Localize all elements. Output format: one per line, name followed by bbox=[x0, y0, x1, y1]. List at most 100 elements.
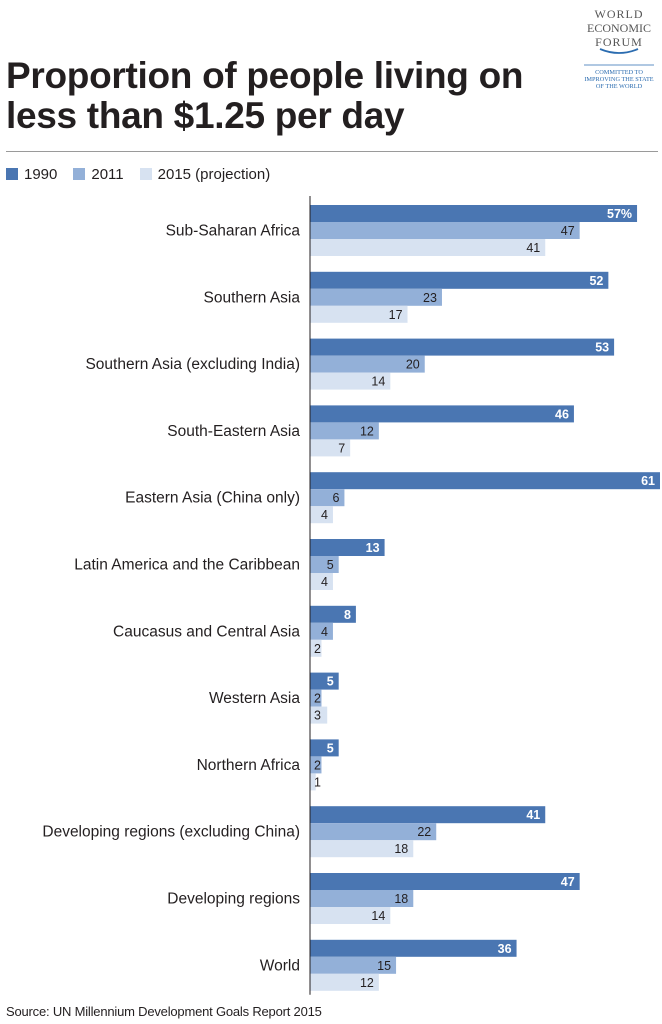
value-label-2011: 15 bbox=[377, 959, 391, 973]
value-label-2015: 7 bbox=[338, 441, 345, 455]
category-label: Caucasus and Central Asia bbox=[113, 623, 300, 640]
bar-2011 bbox=[310, 622, 333, 640]
header-divider bbox=[6, 151, 658, 152]
value-label-2011: 2 bbox=[314, 692, 321, 706]
value-label-2015: 1 bbox=[314, 775, 321, 789]
legend-swatch-1990 bbox=[6, 168, 18, 180]
bar-2015 bbox=[310, 907, 391, 924]
group-western-asia: Western Asia 52 3 bbox=[209, 672, 339, 724]
legend-label-2015: 2015 (projection) bbox=[157, 165, 271, 183]
value-label-1990: 46 bbox=[555, 407, 569, 421]
bar-1990 bbox=[310, 806, 546, 824]
legend-label-2011: 2011 bbox=[91, 165, 124, 183]
value-label-2015: 17 bbox=[389, 308, 403, 322]
bar-1990 bbox=[310, 873, 580, 890]
bar-1990 bbox=[310, 739, 339, 757]
legend-item-1990: 1990 bbox=[6, 166, 57, 183]
legend-item-2015: 2015 (projection) bbox=[139, 165, 271, 183]
value-label-1990: 61 bbox=[641, 474, 655, 488]
tagline-line-2: IMPROVING THE STATE bbox=[584, 76, 653, 83]
logo-arc-icon bbox=[599, 48, 639, 54]
bar-1990 bbox=[310, 338, 615, 356]
value-label-2015: 3 bbox=[314, 709, 321, 723]
bar-2011 bbox=[310, 222, 580, 239]
bar-2011 bbox=[310, 956, 397, 974]
bar-1990 bbox=[310, 539, 385, 556]
tagline-line-3: OF THE WORLD bbox=[596, 83, 643, 90]
legend-swatch-2015 bbox=[139, 168, 152, 180]
value-label-1990: 52 bbox=[589, 274, 603, 288]
group-south-eastern-asia: South-Eastern Asia 46 12 7 bbox=[167, 405, 574, 457]
bar-1990 bbox=[310, 605, 356, 623]
value-label-2011: 4 bbox=[321, 625, 328, 639]
bar-2015 bbox=[310, 439, 351, 457]
category-label: Developing regions (excluding China) bbox=[42, 824, 300, 841]
bar-2011 bbox=[310, 890, 414, 907]
bar-2015 bbox=[310, 573, 333, 590]
tagline-line-1: COMMITTED TO bbox=[595, 69, 643, 76]
value-label-2015: 4 bbox=[321, 575, 328, 589]
value-label-1990: 5 bbox=[327, 675, 334, 689]
title-line-1: Proportion of people living on bbox=[6, 55, 524, 96]
value-label-1990: 36 bbox=[498, 942, 512, 956]
bar-1990 bbox=[310, 472, 660, 490]
value-label-2015: 2 bbox=[314, 642, 321, 656]
category-label: Developing regions bbox=[167, 891, 300, 908]
bar-2015 bbox=[310, 773, 316, 791]
category-label: South-Eastern Asia bbox=[167, 423, 300, 440]
category-label: Northern Africa bbox=[197, 757, 301, 774]
value-label-2015: 41 bbox=[526, 241, 540, 255]
value-label-2015: 18 bbox=[394, 842, 408, 856]
bar-2011 bbox=[310, 689, 322, 707]
source-note: Source: UN Millennium Development Goals … bbox=[6, 1004, 322, 1019]
bar-1990 bbox=[310, 205, 638, 222]
category-label: Western Asia bbox=[209, 690, 300, 707]
value-label-2015: 14 bbox=[371, 909, 385, 923]
bar-2011 bbox=[310, 756, 322, 774]
value-label-1990: 41 bbox=[526, 808, 540, 822]
group-sub-saharan-africa: Sub-Saharan Africa 57% 47 41 bbox=[166, 205, 638, 256]
bar-2015 bbox=[310, 305, 408, 323]
chart-title: Proportion of people living on less than… bbox=[6, 56, 576, 136]
bar-2015 bbox=[310, 840, 414, 858]
group-developing-regions-excluding-china: Developing regions (excluding China) 41 22… bbox=[42, 806, 546, 858]
category-label: World bbox=[260, 957, 300, 974]
bar-1990 bbox=[310, 405, 574, 423]
legend-label-1990: 1990 bbox=[24, 165, 58, 183]
logo-line-1: WORLD bbox=[595, 7, 644, 21]
value-label-2011: 5 bbox=[327, 558, 334, 572]
category-label: Southern Asia bbox=[203, 289, 300, 306]
value-label-2011: 47 bbox=[561, 224, 575, 238]
value-label-1990: 53 bbox=[595, 341, 609, 355]
group-eastern-asia-china-only: Eastern Asia (China only) 61 64 bbox=[125, 472, 660, 524]
group-latin-america-and-the-caribbean: Latin America and the Caribbean 13 5 4 bbox=[74, 539, 385, 590]
bar-1990 bbox=[310, 271, 609, 289]
category-label: Latin America and the Caribbean bbox=[74, 557, 300, 574]
logo-line-3: FORUM bbox=[595, 35, 643, 49]
value-label-2011: 12 bbox=[360, 424, 374, 438]
value-label-1990: 57% bbox=[607, 207, 632, 221]
bar-2015 bbox=[310, 639, 322, 657]
bar-2011 bbox=[310, 288, 442, 306]
bar-2015 bbox=[310, 973, 379, 991]
bar-2011 bbox=[310, 823, 437, 841]
value-label-2011: 18 bbox=[394, 892, 408, 906]
value-label-2015: 14 bbox=[371, 375, 385, 389]
bar-2011 bbox=[310, 556, 339, 573]
bar-2011 bbox=[310, 489, 345, 507]
wef-logo: WORLD ECONOMIC FORUM COMMITTED TO IMPROV… bbox=[584, 7, 654, 90]
category-label: Sub-Saharan Africa bbox=[166, 223, 301, 240]
bar-2011 bbox=[310, 355, 425, 373]
group-developing-regions: Developing regions 47 18 14 bbox=[167, 873, 580, 924]
bar-2015 bbox=[310, 706, 328, 724]
title-line-2: less than $1.25 per day bbox=[6, 95, 405, 136]
value-label-2015: 4 bbox=[321, 508, 328, 522]
group-southern-asia: Southern Asia 52 23 17 bbox=[203, 271, 609, 323]
value-label-1990: 8 bbox=[344, 608, 351, 622]
category-label: Southern Asia (excluding India) bbox=[85, 356, 300, 373]
value-label-1990: 13 bbox=[366, 541, 380, 555]
category-label: Eastern Asia (China only) bbox=[125, 490, 300, 507]
value-label-2011: 2 bbox=[314, 758, 321, 772]
value-label-2011: 20 bbox=[406, 358, 420, 372]
